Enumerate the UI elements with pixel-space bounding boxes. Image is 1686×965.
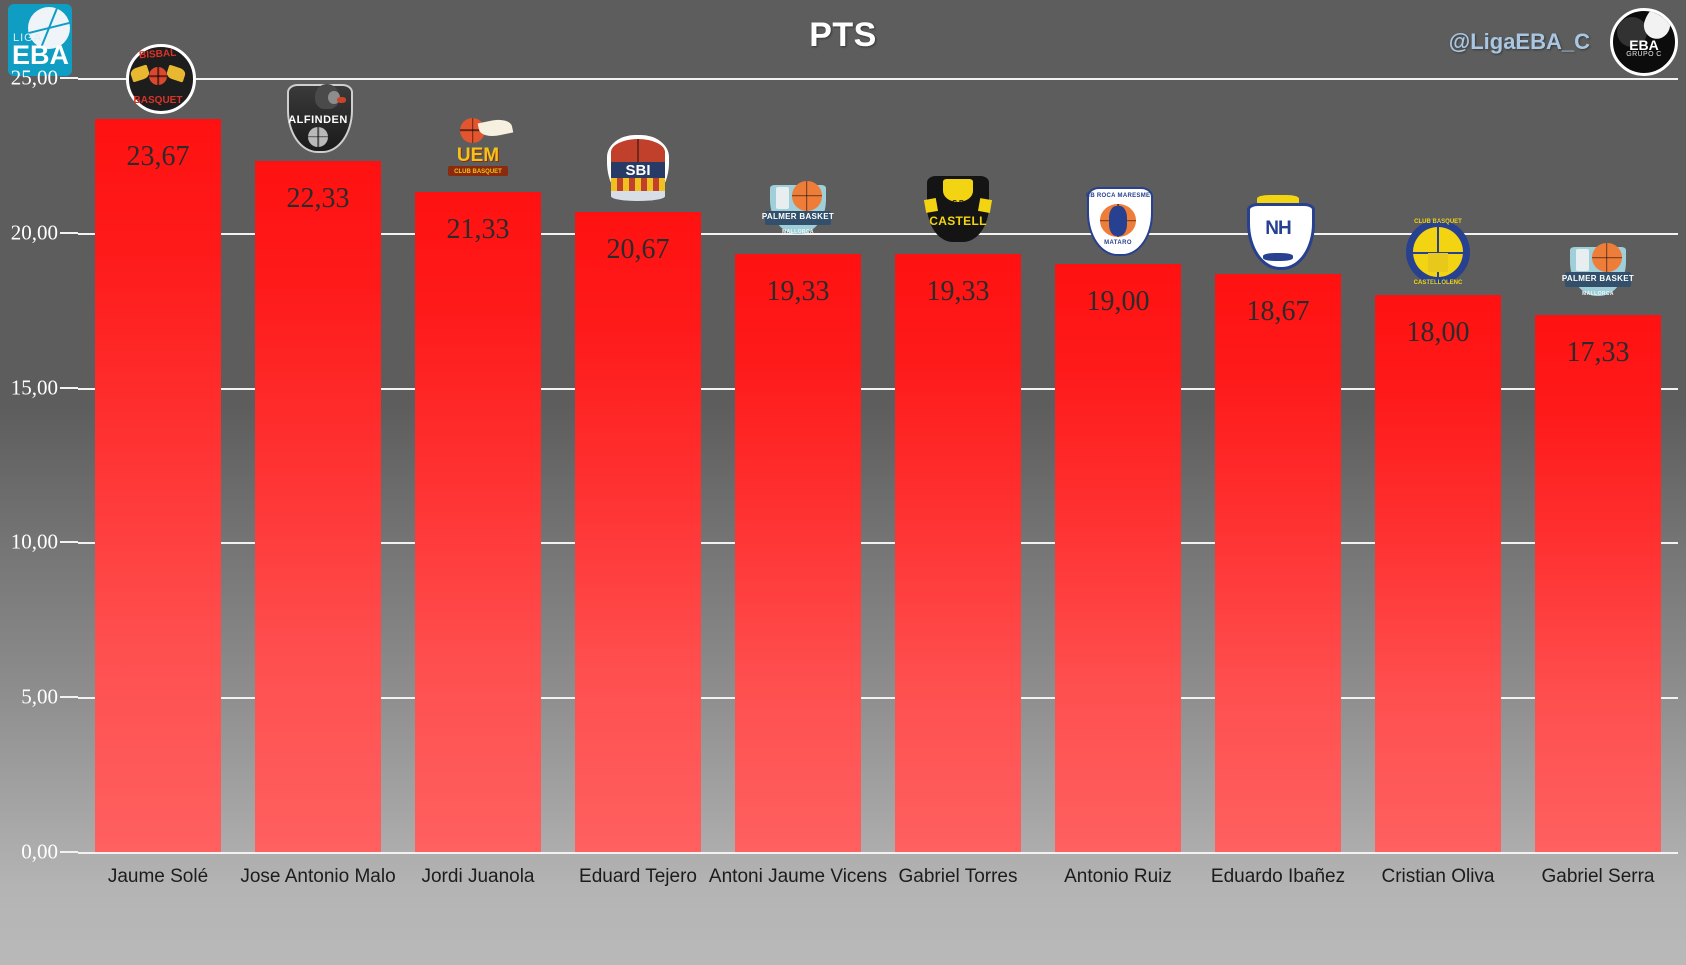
liga-eba-logo: LIGA EBA <box>8 4 72 76</box>
bar-series: 23,67 BISBAL BASQUET Jaume Solé 22,33 ALFINDE… <box>78 44 1678 887</box>
basketball-icon <box>792 180 822 211</box>
liga-eba-logo-line1: LIGA <box>13 32 43 44</box>
globe-icon <box>1617 17 1647 47</box>
basketball-icon <box>149 67 167 86</box>
bar-value-label: 19,33 <box>766 275 830 307</box>
y-axis-label: 25,00 <box>10 65 58 90</box>
bar[interactable]: 19,33 <box>894 253 1022 852</box>
bar[interactable]: 21,33 <box>414 191 542 852</box>
x-axis-label: Gabriel Serra <box>1541 866 1655 887</box>
bar-value-label: 21,33 <box>446 213 510 245</box>
bisbal-basquet-logo: BISBAL BASQUET <box>121 39 196 114</box>
x-axis-label: Gabriel Torres <box>898 866 1018 887</box>
bar-group[interactable]: 19,00 CB ROCA MARESME MATARO Antonio Ruiz <box>1038 78 1198 887</box>
club-basquet-castellolenc-logo: CLUB BASQUET CASTELLOLENC <box>1401 215 1475 289</box>
y-axis-tickmark <box>60 231 78 234</box>
bar-value-label: 18,00 <box>1406 316 1470 348</box>
bar-group[interactable]: 23,67 BISBAL BASQUET Jaume Solé <box>78 44 238 887</box>
y-axis-label: 0,00 <box>21 839 58 864</box>
sbi-logo: SBI <box>601 132 675 206</box>
bar-group[interactable]: 20,67 SBI Eduard Tejero <box>558 78 718 887</box>
bar-group[interactable]: 18,67 NH Eduardo Ibañez <box>1198 78 1358 887</box>
bar[interactable]: 22,33 <box>254 160 382 852</box>
y-axis-tickmark <box>60 386 78 389</box>
gridline <box>78 697 1678 700</box>
bar-group[interactable]: 19,33 PALMER BASKET MALLORCA Antoni Jaume V… <box>709 78 887 887</box>
bar-group[interactable]: 22,33 ALFINDEN Jose Antonio Malo <box>238 78 398 887</box>
uem-logo: UEM CLUB BASQUET <box>441 112 515 186</box>
bar-value-label: 20,67 <box>606 234 670 266</box>
alfinden-logo: ALFINDEN <box>281 81 355 155</box>
y-axis-label: 15,00 <box>10 375 58 400</box>
bar[interactable]: 17,33 <box>1534 315 1662 852</box>
bar-value-label: 19,33 <box>926 275 990 307</box>
social-handle: @LigaEBA_C <box>1448 29 1590 54</box>
bar-group[interactable]: 21,33 UEM CLUB BASQUET Jordi Juanola <box>398 78 558 887</box>
y-axis-label: 20,00 <box>10 220 58 245</box>
bar-group[interactable]: 17,33 PALMER BASKET MALLORCA Gabriel Serra <box>1518 78 1678 887</box>
x-axis-label: Antoni Jaume Vicens <box>708 866 888 887</box>
bar-value-label: 18,67 <box>1246 295 1310 327</box>
basketball-icon <box>28 7 70 49</box>
castell-logo: C B CASTELL <box>921 174 995 248</box>
gridline <box>78 232 1678 235</box>
x-axis-label: Eduard Tejero <box>579 866 697 887</box>
plot-area: 0,00 5,00 10,00 15,00 20,00 25,00 23,67 BISBAL… <box>11 44 1678 887</box>
bar-value-label: 22,33 <box>286 182 350 214</box>
bar-value-label: 23,67 <box>126 141 190 173</box>
bar-value-label: 17,33 <box>1566 337 1630 369</box>
y-axis-tickmark <box>60 77 78 79</box>
page-title: PTS <box>809 16 877 54</box>
x-axis-label: Antonio Ruiz <box>1064 866 1172 887</box>
palmer-basket-logo: PALMER BASKET MALLORCA <box>761 174 835 248</box>
bar[interactable]: 18,00 <box>1374 294 1502 852</box>
palmer-basket-logo: PALMER BASKET MALLORCA <box>1561 235 1635 309</box>
eba-logo-line2: GRUPO C <box>1626 51 1662 58</box>
x-axis-label: Eduardo Ibañez <box>1210 866 1346 887</box>
bar[interactable]: 23,67 <box>94 119 222 852</box>
y-axis-tickmark <box>60 851 78 853</box>
y-axis-tickmark <box>60 541 78 544</box>
x-axis-label: Jaume Solé <box>107 866 209 887</box>
eba-grupo-c-logo: EBA GRUPO C <box>1610 8 1678 76</box>
x-axis-label: Cristian Oliva <box>1381 866 1495 887</box>
x-axis-label: Jordi Juanola <box>421 866 535 887</box>
eba-logo-line1: EBA <box>1629 37 1659 53</box>
liga-eba-logo-line2: EBA <box>12 40 70 70</box>
gridline <box>78 78 1678 80</box>
bar[interactable]: 19,00 <box>1054 263 1182 852</box>
y-axis-tickmark <box>60 696 78 699</box>
bar[interactable]: 18,67 <box>1214 273 1342 852</box>
bar[interactable]: 19,33 <box>734 253 862 852</box>
bar-group[interactable]: 19,33 C B CASTELL Gabriel Torres <box>878 78 1038 887</box>
bar-value-label: 19,00 <box>1086 285 1150 317</box>
cb-roca-maresme-mataro-logo: CB ROCA MARESME MATARO <box>1081 184 1155 258</box>
x-axis-label: Jose Antonio Malo <box>240 866 396 887</box>
basketball-icon <box>1592 242 1622 273</box>
bar[interactable]: 20,67 <box>574 212 702 852</box>
nh-logo: NH <box>1241 194 1316 270</box>
bar-group[interactable]: 18,00 CLUB BASQUET CASTELLOLENC Cristian Ol… <box>1358 78 1518 887</box>
basketball-icon <box>307 126 329 148</box>
y-axis-label: 10,00 <box>10 529 58 554</box>
y-axis-label: 5,00 <box>21 684 58 709</box>
gridline <box>78 542 1678 545</box>
gridline <box>78 387 1678 390</box>
gridline <box>78 852 1678 854</box>
